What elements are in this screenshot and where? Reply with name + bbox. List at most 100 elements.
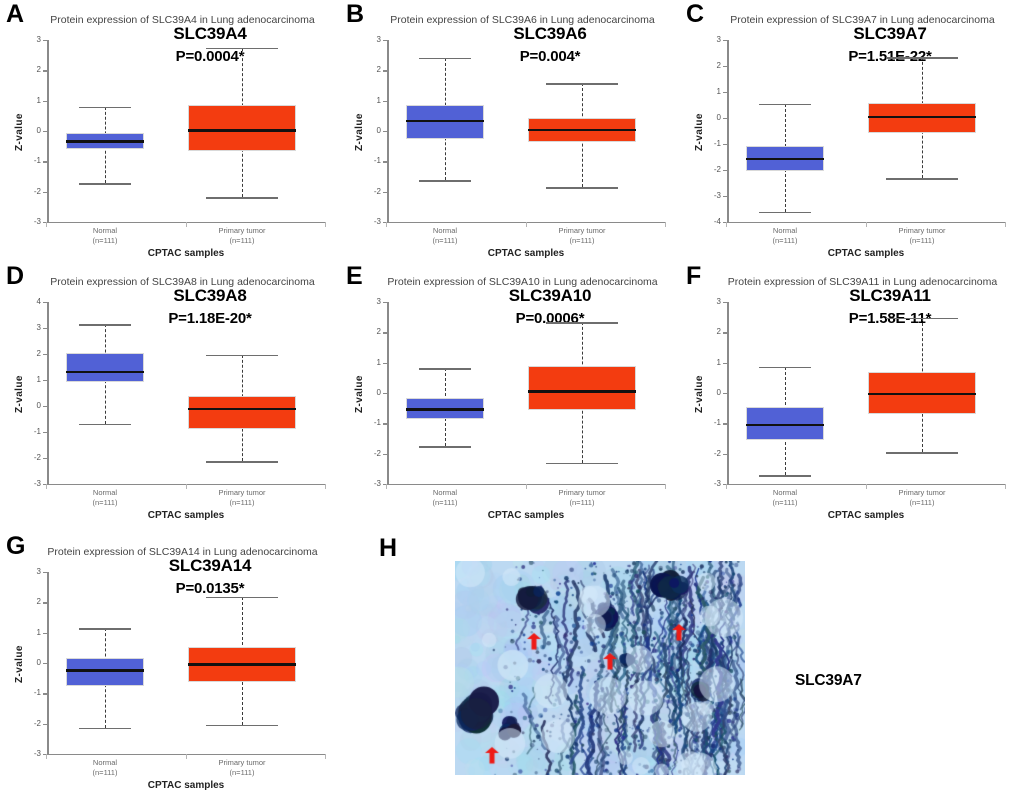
y-axis-tick	[43, 663, 48, 665]
y-axis-tick-label: -2	[713, 165, 721, 174]
x-axis-tick	[386, 484, 388, 489]
y-axis-tick	[43, 458, 48, 460]
median-line	[188, 663, 296, 666]
median-line	[66, 370, 144, 374]
median-line	[746, 157, 824, 161]
p-value-label: P=0.0004*	[175, 48, 245, 65]
y-axis-tick-label: -3	[373, 479, 381, 488]
x-axis-tick	[526, 484, 528, 489]
median-line	[66, 669, 144, 672]
group-name: Normal	[432, 226, 458, 235]
plot-area: 3 2 1 0 -1 -2 -3	[374, 36, 667, 227]
group-sample-count: (n=111)	[229, 498, 255, 507]
x-axis-tick	[866, 484, 868, 489]
median-line	[528, 128, 636, 132]
y-axis-tick-label: 0	[36, 401, 41, 410]
x-axis-tick	[665, 222, 667, 227]
group-name: Normal	[432, 488, 458, 497]
group-name: Primary tumor	[898, 488, 946, 497]
y-axis-tick-label: 0	[36, 658, 41, 667]
y-axis-tick	[43, 354, 48, 356]
whisker-cap-max	[79, 107, 131, 109]
y-axis-tick	[383, 332, 388, 334]
y-axis-tick-label: 2	[716, 61, 721, 70]
x-axis-tick	[1005, 222, 1007, 227]
whisker-cap-min	[886, 452, 958, 454]
whisker-cap-min	[419, 180, 471, 182]
chart-title: Protein expression of SLC39A11 in Lung a…	[727, 276, 998, 288]
y-axis-label: Z-value	[354, 375, 365, 413]
y-axis-tick	[43, 222, 48, 224]
y-axis-tick-label: -3	[713, 479, 721, 488]
median-line	[528, 390, 636, 393]
median-line	[188, 407, 296, 411]
y-axis-tick	[723, 423, 728, 425]
y-axis-tick	[43, 484, 48, 486]
panel-g: G Protein expression of SLC39A14 in Lung …	[0, 532, 340, 802]
y-axis-tick-label: 3	[376, 297, 381, 306]
p-value-label: P=0.004*	[519, 48, 581, 65]
y-axis-tick	[723, 393, 728, 395]
x-axis-label: CPTAC samples	[487, 510, 565, 521]
x-axis-tick	[46, 754, 48, 759]
y-axis-tick	[43, 161, 48, 163]
x-axis-tick	[1005, 484, 1007, 489]
x-axis-label: CPTAC samples	[147, 510, 225, 521]
panel-c: C Protein expression of SLC39A7 in Lung a…	[680, 0, 1020, 262]
y-axis-tick-label: 3	[716, 297, 721, 306]
panel-b: B Protein expression of SLC39A6 in Lung a…	[340, 0, 680, 262]
whisker-cap-min	[79, 727, 131, 730]
x-axis-group-label-normal: Normal (n=111)	[50, 226, 160, 246]
y-axis-tick-label: 2	[36, 349, 41, 358]
plot-area: 3 2 1 0 -1 -2 -3	[374, 298, 667, 489]
y-axis-line	[727, 40, 729, 222]
x-axis-label: CPTAC samples	[147, 780, 225, 791]
y-axis-tick-label: 0	[36, 126, 41, 135]
panel-f: F Protein expression of SLC39A11 in Lung …	[680, 262, 1020, 532]
y-axis-tick	[383, 70, 388, 72]
gene-name-label: SLC39A7	[853, 24, 927, 43]
group-name: Primary tumor	[558, 488, 606, 497]
y-axis-tick-label: 4	[36, 297, 41, 306]
y-axis-tick	[43, 632, 48, 634]
y-axis-tick	[383, 393, 388, 395]
whisker-cap-min	[419, 446, 471, 448]
y-axis-tick	[383, 484, 388, 486]
whisker-cap-max	[546, 322, 618, 324]
y-axis-label: Z-value	[14, 375, 25, 413]
x-axis-label: CPTAC samples	[827, 510, 905, 521]
box-normal	[746, 406, 824, 441]
y-axis-label: Z-value	[694, 113, 705, 151]
plot-area: 3 2 1 0 -1 -2 -3 -4	[714, 36, 1007, 227]
chart-title: Protein expression of SLC39A10 in Lung a…	[387, 276, 658, 288]
y-axis-tick-label: -2	[713, 448, 721, 458]
x-axis-group-label-normal: Normal (n=111)	[730, 488, 840, 508]
group-sample-count: (n=111)	[772, 236, 798, 245]
gene-name-label: SLC39A8	[173, 286, 247, 305]
x-axis-tick	[46, 222, 48, 227]
x-axis-group-label-primary-tumor: Primary tumor (n=111)	[867, 488, 977, 508]
y-axis-tick-label: -3	[33, 217, 41, 226]
y-axis-tick	[723, 332, 728, 334]
panel-letter-b: B	[346, 0, 365, 28]
y-axis-tick-label: 3	[716, 35, 721, 44]
x-axis-tick	[325, 484, 327, 489]
x-axis-tick	[726, 484, 728, 489]
chart-title: Protein expression of SLC39A4 in Lung ad…	[50, 14, 315, 26]
y-axis-tick	[723, 484, 728, 486]
y-axis-tick	[43, 131, 48, 133]
group-sample-count: (n=111)	[92, 768, 118, 777]
x-axis-tick	[726, 222, 728, 227]
y-axis-tick-label: 1	[376, 95, 381, 105]
x-axis-group-label-primary-tumor: Primary tumor (n=111)	[187, 758, 297, 778]
y-axis-tick-label: 0	[376, 388, 381, 397]
group-name: Primary tumor	[218, 488, 266, 497]
y-axis-label: Z-value	[14, 113, 25, 151]
y-axis-tick-label: -3	[33, 479, 41, 488]
y-axis-tick	[723, 302, 728, 304]
group-name: Normal	[92, 226, 118, 235]
gene-name-label: SLC39A11	[849, 286, 931, 305]
group-name: Normal	[772, 226, 798, 235]
group-sample-count: (n=111)	[229, 768, 255, 777]
median-line	[746, 423, 824, 427]
